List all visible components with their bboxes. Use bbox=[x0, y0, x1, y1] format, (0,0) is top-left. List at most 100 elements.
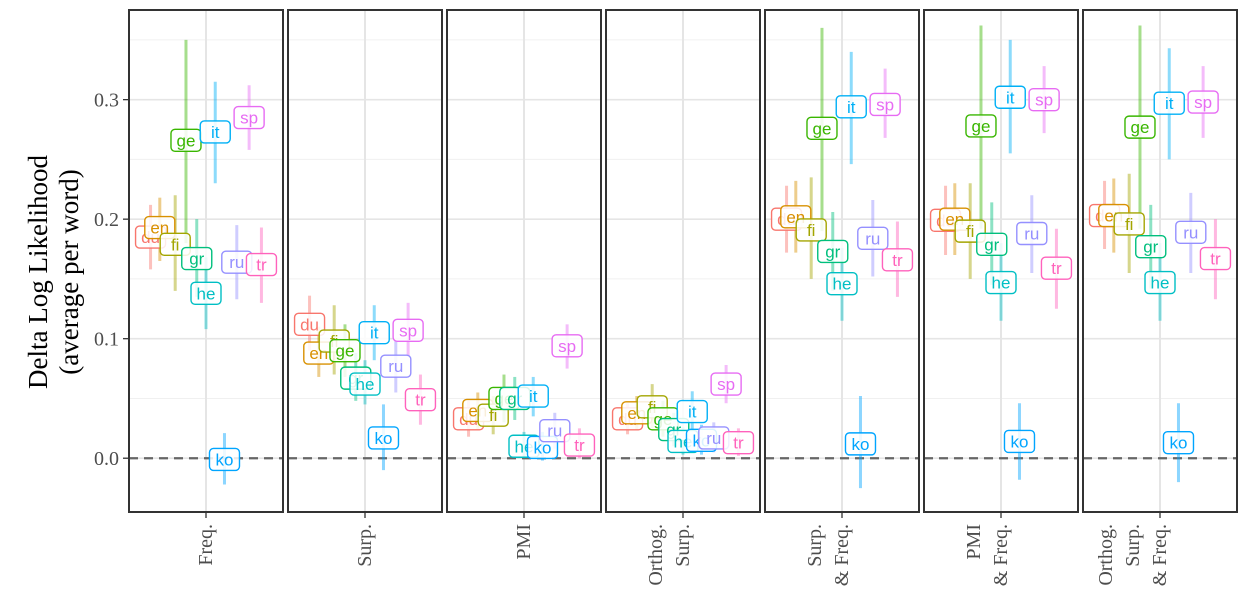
point-label-ko: ko bbox=[208, 447, 241, 472]
point-label-text: gr bbox=[825, 242, 840, 261]
point-label-box bbox=[844, 432, 877, 456]
point-label-box bbox=[835, 95, 867, 119]
point-label-text: tr bbox=[1051, 259, 1062, 278]
point-label-text: he bbox=[197, 284, 216, 303]
point-label-text: ru bbox=[547, 422, 562, 441]
point-label-ru: ru bbox=[380, 354, 412, 378]
x-facet-label: Orthog. Surp. bbox=[645, 524, 694, 586]
point-label-box bbox=[1016, 221, 1048, 246]
point-label-text: sp bbox=[399, 321, 417, 340]
point-label-box bbox=[857, 226, 889, 250]
point-label-ge: ge bbox=[806, 116, 838, 141]
point-label-text: sp bbox=[717, 375, 735, 394]
point-label-box bbox=[1040, 256, 1073, 280]
x-facet-label: Freq. bbox=[195, 524, 217, 566]
point-label-it: it bbox=[1153, 91, 1185, 115]
point-label-text: ko bbox=[851, 435, 869, 454]
point-label-tr: tr bbox=[881, 248, 914, 272]
point-label-box bbox=[199, 120, 231, 144]
point-label-box bbox=[994, 85, 1026, 109]
point-label-sp: sp bbox=[1028, 87, 1060, 112]
point-label-box bbox=[392, 318, 424, 343]
point-label-he: he bbox=[826, 272, 858, 296]
point-label-box bbox=[563, 433, 596, 457]
x-facet-label: Surp. bbox=[354, 524, 376, 567]
point-label-ko: ko bbox=[1162, 430, 1195, 455]
point-label-sp: sp bbox=[710, 372, 742, 396]
point-label-box bbox=[539, 419, 571, 443]
point-label-gr: gr bbox=[1135, 234, 1167, 259]
point-label-du: du bbox=[293, 312, 326, 337]
point-label-box bbox=[293, 312, 326, 337]
point-label-box bbox=[181, 246, 213, 271]
point-label-text: sp bbox=[1194, 93, 1212, 112]
point-label-sp: sp bbox=[869, 92, 901, 117]
point-label-box bbox=[985, 270, 1017, 295]
point-label-ru: ru bbox=[857, 226, 889, 250]
point-label-it: it bbox=[994, 85, 1026, 109]
x-facet-label-line: Surp. bbox=[804, 524, 826, 567]
point-label-ge: ge bbox=[965, 114, 997, 138]
point-label-ru: ru bbox=[1016, 221, 1048, 246]
facet-panel: duenfigegrheitkorusptrFreq. bbox=[128, 9, 284, 566]
point-label-text: gr bbox=[984, 235, 999, 254]
point-label-text: fi bbox=[171, 235, 180, 254]
point-label-box bbox=[826, 272, 858, 296]
point-label-sp: sp bbox=[551, 334, 583, 358]
point-label-it: it bbox=[199, 120, 231, 144]
point-label-it: it bbox=[835, 95, 867, 119]
point-label-text: tr bbox=[1210, 250, 1221, 269]
point-label-gr: gr bbox=[976, 232, 1008, 256]
point-label-box bbox=[367, 426, 400, 450]
x-facet-label: PMI & Freq. bbox=[963, 524, 1012, 586]
x-facet-label-line: PMI bbox=[513, 524, 535, 560]
x-facet-label-line: Surp. bbox=[1122, 524, 1144, 567]
point-label-text: tr bbox=[733, 434, 744, 453]
point-label-text: ge bbox=[813, 119, 832, 138]
point-label-text: ru bbox=[1024, 225, 1039, 244]
y-tick-label: 0.3 bbox=[94, 90, 119, 112]
x-facet-label-line: Surp. bbox=[672, 524, 694, 567]
point-label-box bbox=[976, 232, 1008, 256]
point-label-ru: ru bbox=[539, 419, 571, 443]
point-label-tr: tr bbox=[404, 387, 437, 412]
point-label-text: ge bbox=[972, 117, 991, 136]
point-label-fi: fi bbox=[1113, 212, 1145, 236]
x-facet-label-line: & Freq. bbox=[831, 524, 853, 586]
point-label-box bbox=[817, 239, 849, 264]
point-label-text: ko bbox=[374, 429, 392, 448]
point-label-text: it bbox=[688, 403, 697, 422]
point-label-text: he bbox=[833, 275, 852, 294]
point-label-text: fi bbox=[807, 221, 816, 240]
point-label-text: it bbox=[1006, 88, 1015, 107]
point-label-text: he bbox=[992, 274, 1011, 293]
point-label-ge: ge bbox=[329, 338, 361, 363]
facet-panel: duenfigegrheitkorusptrPMI& Freq. bbox=[923, 9, 1079, 586]
x-facet-label-line: Surp. bbox=[354, 524, 376, 567]
point-label-tr: tr bbox=[245, 252, 278, 277]
point-label-tr: tr bbox=[722, 430, 755, 455]
point-label-text: tr bbox=[574, 436, 585, 455]
point-label-box bbox=[710, 372, 742, 396]
point-label-tr: tr bbox=[563, 433, 596, 457]
x-facet-label-line: Orthog. bbox=[1095, 524, 1117, 586]
facet-panels: duenfigegrheitkorusptrFreq.duenfigegrhei… bbox=[128, 9, 1238, 586]
point-label-box bbox=[245, 252, 278, 277]
point-label-he: he bbox=[190, 281, 222, 305]
point-label-text: ru bbox=[388, 357, 403, 376]
point-label-box bbox=[404, 387, 437, 412]
point-label-text: ru bbox=[706, 429, 721, 448]
point-label-box bbox=[869, 92, 901, 117]
point-label-ge: ge bbox=[170, 128, 202, 152]
point-label-box bbox=[380, 354, 412, 378]
point-label-text: sp bbox=[558, 337, 576, 356]
point-label-ko: ko bbox=[367, 426, 400, 450]
facet-panel: duenfigegrheitkorusptrSurp.& Freq. bbox=[764, 9, 920, 586]
point-label-box bbox=[1187, 90, 1219, 114]
point-label-text: he bbox=[356, 375, 375, 394]
point-label-text: ko bbox=[1010, 432, 1028, 451]
y-axis-title: Delta Log Likelihood (average per word) bbox=[23, 155, 84, 389]
point-label-text: gr bbox=[1143, 238, 1158, 257]
x-facet-label-line: Orthog. bbox=[645, 524, 667, 586]
